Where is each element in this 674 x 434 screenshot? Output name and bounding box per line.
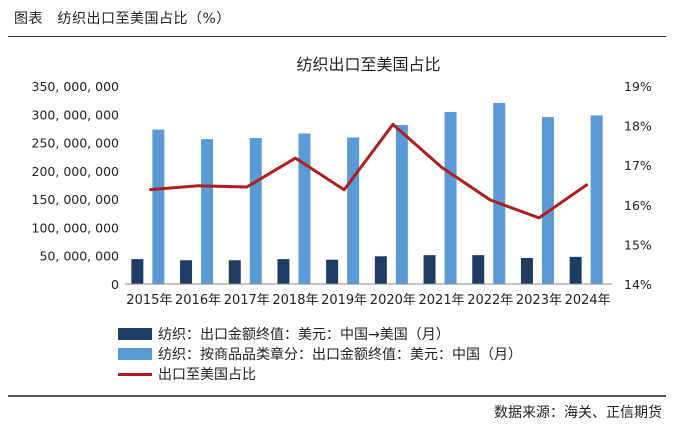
bar-total-export bbox=[249, 138, 262, 284]
y-left-tick-label: 300, 000, 000 bbox=[32, 107, 120, 122]
bar-export-to-us bbox=[180, 260, 193, 284]
y-left-tick-label: 200, 000, 000 bbox=[32, 164, 120, 179]
bar-export-to-us bbox=[423, 255, 436, 284]
y-left-tick-label: 0 bbox=[111, 277, 119, 292]
x-tick-label: 2021年 bbox=[419, 293, 465, 308]
bar-export-to-us bbox=[326, 259, 339, 284]
legend-swatch-export-to-us bbox=[118, 328, 152, 340]
bar-total-export bbox=[152, 129, 165, 284]
legend-item-total-export: 纺织：按商品品类章分：出口金额终值：美元：中国（月） bbox=[118, 344, 522, 364]
y-left-tick-label: 250, 000, 000 bbox=[32, 136, 120, 151]
x-tick-label: 2016年 bbox=[175, 293, 221, 308]
y-right-tick-label: 16% bbox=[624, 198, 652, 213]
bar-total-export bbox=[395, 125, 408, 284]
x-tick-label: 2023年 bbox=[516, 293, 562, 308]
bar-total-export bbox=[347, 137, 360, 284]
legend-swatch-total-export bbox=[118, 348, 152, 360]
bar-total-export bbox=[298, 133, 311, 284]
bar-export-to-us bbox=[472, 255, 485, 284]
bar-total-export bbox=[201, 139, 214, 284]
bar-export-to-us bbox=[569, 256, 582, 284]
chart-title: 纺织出口至美国占比 bbox=[296, 55, 440, 74]
y-left-tick-label: 100, 000, 000 bbox=[32, 220, 120, 235]
bar-total-export bbox=[444, 112, 457, 284]
legend-label-total-export: 纺织：按商品品类章分：出口金额终值：美元：中国（月） bbox=[158, 347, 522, 363]
x-tick-label: 2018年 bbox=[272, 293, 318, 308]
y-left-tick-label: 50, 000, 000 bbox=[39, 249, 119, 264]
x-tick-label: 2022年 bbox=[467, 293, 513, 308]
bar-total-export bbox=[493, 102, 506, 284]
legend-line-share bbox=[118, 372, 152, 376]
bar-export-to-us bbox=[277, 259, 290, 284]
chart-legend: 纺织：出口金额终值：美元：中国→美国（月） 纺织：按商品品类章分：出口金额终值：… bbox=[118, 324, 522, 384]
legend-item-export-to-us: 纺织：出口金额终值：美元：中国→美国（月） bbox=[118, 324, 522, 344]
source-note: 数据来源：海关、正信期货 bbox=[494, 405, 662, 421]
y-right-tick-label: 19% bbox=[624, 79, 652, 94]
legend-label-share: 出口至美国占比 bbox=[158, 367, 256, 383]
header-divider bbox=[8, 36, 666, 37]
bar-total-export bbox=[590, 115, 603, 284]
y-right-tick-label: 18% bbox=[624, 119, 652, 134]
legend-label-export-to-us: 纺织：出口金额终值：美元：中国→美国（月） bbox=[158, 327, 450, 343]
bar-export-to-us bbox=[131, 259, 144, 284]
x-tick-label: 2020年 bbox=[370, 293, 416, 308]
bar-export-to-us bbox=[374, 256, 387, 284]
y-left-tick-label: 150, 000, 000 bbox=[32, 192, 120, 207]
legend-item-share: 出口至美国占比 bbox=[118, 364, 522, 384]
line-share bbox=[149, 122, 589, 220]
bar-export-to-us bbox=[520, 257, 533, 284]
bar-total-export bbox=[541, 117, 554, 284]
x-tick-label: 2017年 bbox=[224, 293, 270, 308]
x-tick-label: 2024年 bbox=[565, 293, 611, 308]
y-right-tick-label: 14% bbox=[624, 277, 652, 292]
chart: 纺织出口至美国占比 0 50, 000, 000 100, 000, 000 150, … bbox=[32, 55, 652, 308]
y-right-tick-label: 17% bbox=[624, 158, 652, 173]
x-tick-label: 2019年 bbox=[321, 293, 367, 308]
y-right-tick-label: 15% bbox=[624, 237, 652, 252]
x-tick-label: 2015年 bbox=[126, 293, 172, 308]
y-left-tick-label: 350, 000, 000 bbox=[32, 79, 120, 94]
footer-divider bbox=[8, 395, 666, 397]
page-title: 图表 纺织出口至美国占比（%） bbox=[14, 11, 231, 27]
bar-export-to-us bbox=[228, 260, 241, 284]
